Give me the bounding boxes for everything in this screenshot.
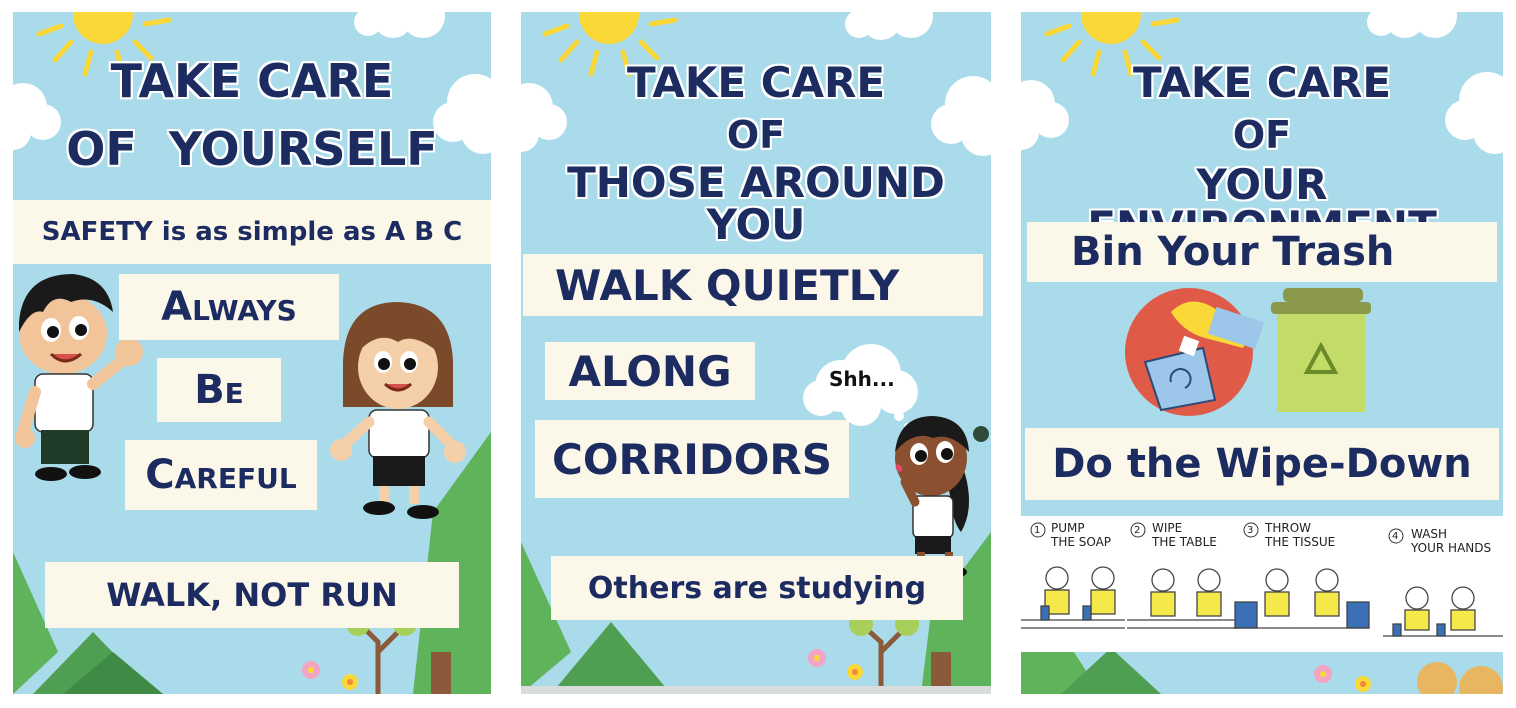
footer-text: WALK, NOT RUN <box>106 576 398 614</box>
sun-icon <box>36 12 172 77</box>
word-always: Always <box>161 284 297 330</box>
cloud-icon <box>1021 80 1069 150</box>
step-1-number: 1 <box>1034 525 1041 536</box>
line-corridors: CORRIDORS <box>552 434 832 484</box>
boy-character <box>15 274 143 481</box>
word-careful: Careful <box>145 452 297 498</box>
line-walk-quietly: WALK QUIETLY <box>555 260 900 310</box>
poster1-title-line1: TAKE CARE <box>110 54 394 108</box>
be-card: Be <box>157 358 281 422</box>
step-3-text: THROW THE TISSUE <box>1265 521 1336 549</box>
recycle-icon <box>1303 341 1339 374</box>
poster-take-care-yourself: TAKE CARE OF YOURSELF SAFETY is as simpl… <box>13 12 491 694</box>
cloud-icon <box>13 83 61 150</box>
step-4-text: WASH YOUR HANDS <box>1411 527 1492 555</box>
wipe-down-card: Do the Wipe-Down <box>1025 428 1499 500</box>
wipe-down-illustrations <box>1021 566 1503 637</box>
poster2-footer: Others are studying <box>551 556 963 620</box>
tagline-text: SAFETY is as simple as A B C <box>41 217 463 247</box>
tree-icon <box>13 552 163 694</box>
flower-icon <box>302 661 320 679</box>
cloud-icon <box>354 12 445 38</box>
poster2-background <box>521 12 991 694</box>
along-card: ALONG <box>545 342 755 400</box>
poster-take-care-others: TAKE CARE OF THOSE AROUND YOU WALK QUIET… <box>521 12 991 694</box>
careful-card: Careful <box>125 440 317 510</box>
quiet-girl-character <box>895 416 989 578</box>
flower-icon <box>342 674 358 690</box>
poster2-title-line2: OF <box>726 113 786 157</box>
walk-quietly-card: WALK QUIETLY <box>523 254 983 316</box>
step-2-text: WIPE THE TABLE <box>1152 521 1217 549</box>
cloud-icon <box>845 12 933 40</box>
cloud-icon <box>521 83 567 152</box>
flower-icon <box>808 649 826 667</box>
step-3-number: 3 <box>1247 525 1254 536</box>
tree-icon <box>521 542 671 694</box>
shh-bubble-text: Shh... <box>829 367 895 391</box>
sun-icon <box>1044 12 1180 77</box>
poster3-background <box>1021 12 1503 694</box>
poster2-title-line3: THOSE AROUND YOU <box>567 158 945 249</box>
poster-take-care-environment: TAKE CARE OF YOUR ENVIRONMENT Bin Your T… <box>1021 12 1503 694</box>
cloud-icon <box>931 76 991 156</box>
heading-bin-your-trash: Bin Your Trash <box>1071 229 1395 275</box>
poster3-title-line1: TAKE CARE <box>1132 58 1392 107</box>
poster1-title-line2: OF YOURSELF <box>66 122 438 176</box>
speech-bubble-icon <box>803 344 918 429</box>
flower-icon <box>1314 665 1332 683</box>
cloud-icon <box>1367 12 1457 38</box>
poster1-tagline: SAFETY is as simple as A B C <box>13 200 491 264</box>
cloud-icon <box>1445 72 1503 154</box>
poster3-title-line2: OF <box>1232 113 1292 157</box>
flower-icon <box>1355 676 1371 692</box>
hand-drop-icon <box>1125 288 1265 416</box>
poster2-title-line1: TAKE CARE <box>626 58 886 107</box>
trash-bin-icon <box>1271 288 1371 412</box>
footer-text: Others are studying <box>587 570 927 606</box>
flower-icon <box>847 664 863 680</box>
cloud-icon <box>433 74 491 154</box>
poster1-footer: WALK, NOT RUN <box>45 562 459 628</box>
sun-icon <box>542 12 678 77</box>
word-be: Be <box>194 367 244 413</box>
step-1-text: PUMP THE SOAP <box>1051 521 1112 549</box>
girl-character <box>330 302 466 519</box>
corridors-card: CORRIDORS <box>535 420 849 498</box>
step-2-number: 2 <box>1134 525 1141 536</box>
bin-trash-card: Bin Your Trash <box>1027 222 1497 282</box>
heading-wipe-down: Do the Wipe-Down <box>1052 441 1472 487</box>
line-along: ALONG <box>568 346 732 396</box>
always-card: Always <box>119 274 339 340</box>
step-4-number: 4 <box>1392 531 1399 542</box>
